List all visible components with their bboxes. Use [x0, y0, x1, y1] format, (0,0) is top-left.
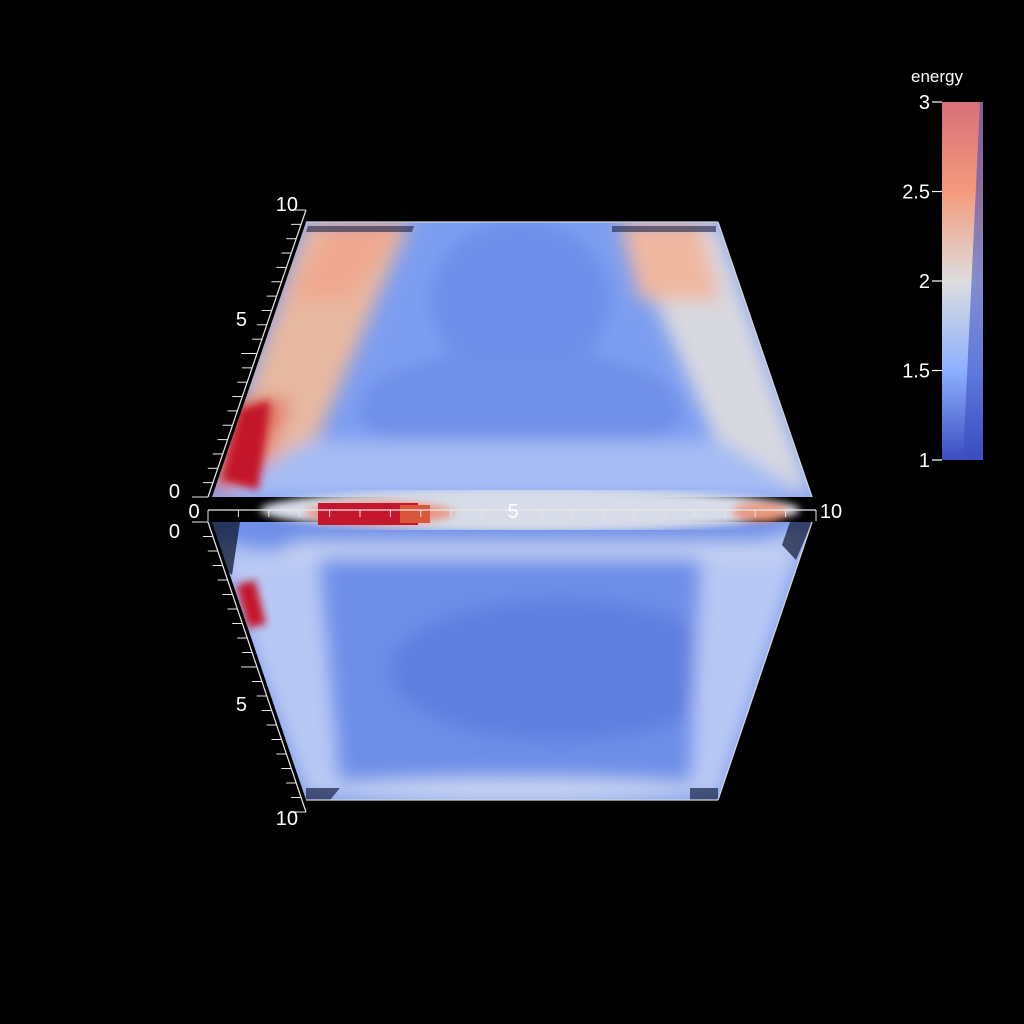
axes-layer: 0 5 10 0 5 10 0 5 10 — [169, 194, 842, 830]
colorbar-tick-label-2: 2 — [919, 271, 930, 293]
colorbar-tick-label-4: 3 — [919, 92, 930, 114]
lower-left-axis-label-0: 0 — [169, 521, 180, 543]
lower-left-axis-label-2: 10 — [276, 808, 298, 830]
cube-outline — [306, 221, 813, 801]
horizontal-axis-label-2: 10 — [820, 501, 842, 523]
lower-left-axis: 0 5 10 — [169, 521, 307, 830]
upper-left-axis: 0 5 10 — [169, 194, 307, 503]
colorbar-saturated-ramp — [963, 102, 983, 460]
colorbar-ticks: 1 1.5 2 2.5 3 — [902, 92, 942, 472]
upper-face — [212, 222, 812, 497]
colorbar-tick-label-1: 1.5 — [902, 361, 930, 383]
upper-left-axis-label-1: 5 — [236, 309, 247, 331]
horizontal-axis-label-1: 5 — [507, 501, 518, 523]
colorbar-tick-label-3: 2.5 — [902, 182, 930, 204]
horizontal-axis: 0 5 10 — [188, 501, 842, 523]
colorbar-tick-label-0: 1 — [919, 450, 930, 472]
upper-left-axis-label-0: 0 — [169, 481, 180, 503]
upper-left-axis-label-2: 10 — [276, 194, 298, 216]
lower-left-axis-label-1: 5 — [236, 694, 247, 716]
horizontal-axis-label-0: 0 — [188, 501, 199, 523]
colorbar: energy 1 1.5 2 2.5 3 — [902, 67, 983, 472]
colorbar-title: energy — [911, 67, 963, 86]
lower-face — [212, 522, 812, 800]
